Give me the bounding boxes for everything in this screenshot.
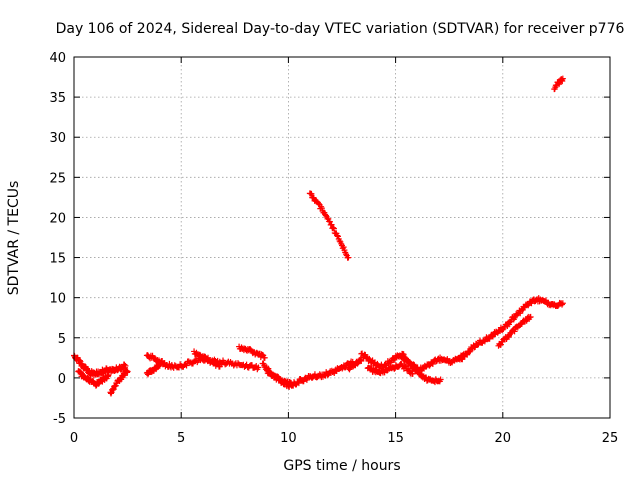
data-point-marker — [345, 254, 352, 261]
x-tick-label: 0 — [70, 431, 78, 446]
data-point-marker — [124, 368, 131, 375]
axis-ticks — [73, 56, 611, 419]
data-point-marker — [374, 360, 381, 367]
data-point-marker — [559, 75, 566, 82]
series-sat-i — [263, 367, 296, 389]
y-axis-title: SDTVAR / TECUs — [6, 181, 22, 296]
y-tick-label: -5 — [53, 412, 66, 427]
data-point-marker — [410, 362, 417, 369]
series-sat-b — [75, 367, 112, 389]
y-tick-label: 5 — [58, 332, 66, 347]
data-point-marker — [183, 362, 190, 369]
data-point-marker — [334, 232, 341, 239]
y-tick-label: 15 — [49, 252, 66, 267]
data-point-marker — [328, 221, 335, 228]
data-point-marker — [261, 354, 268, 361]
x-tick-labels: 0 5 10 15 20 25 — [70, 431, 618, 446]
grid-lines — [74, 57, 610, 418]
data-point-marker — [411, 364, 418, 371]
series-sat-f — [191, 348, 223, 370]
x-tick-label: 20 — [495, 431, 512, 446]
data-point-marker — [400, 351, 407, 358]
series-sat-c — [107, 367, 131, 397]
y-tick-label: 0 — [58, 372, 66, 387]
data-point-marker — [105, 372, 112, 379]
data-point-marker — [122, 362, 129, 369]
x-tick-label: 15 — [387, 431, 404, 446]
data-point-marker — [156, 362, 163, 369]
data-point-marker — [559, 301, 566, 308]
y-tick-label: 25 — [49, 171, 66, 186]
data-point-marker — [459, 356, 466, 363]
data-point-marker — [289, 382, 296, 389]
series-sat-n — [399, 350, 444, 386]
data-point-marker — [308, 190, 315, 197]
data-point-marker — [511, 328, 518, 335]
series-sat-j — [306, 190, 352, 261]
x-tick-label: 5 — [177, 431, 185, 446]
plot-frame — [73, 56, 611, 419]
data-point-marker — [437, 376, 444, 383]
data-point-marker — [340, 244, 347, 251]
data-point-marker — [527, 313, 534, 320]
x-tick-label: 25 — [602, 431, 619, 446]
x-axis-title: GPS time / hours — [283, 458, 400, 474]
y-tick-label: 40 — [49, 51, 66, 66]
data-point-marker — [559, 300, 566, 307]
data-point-marker — [466, 348, 473, 355]
series-sat-a — [71, 352, 129, 379]
data-point-marker — [429, 361, 436, 368]
series-sat-m — [364, 361, 416, 377]
y-tick-labels: -5 0 5 10 15 20 25 30 35 40 — [49, 51, 66, 427]
data-points — [71, 75, 566, 397]
series-sat-q — [551, 75, 566, 93]
data-point-marker — [409, 370, 416, 377]
x-tick-label: 10 — [280, 431, 297, 446]
data-point-marker — [343, 251, 350, 258]
data-point-marker — [318, 205, 325, 212]
y-tick-label: 20 — [49, 211, 66, 226]
series-sat-k — [345, 356, 365, 373]
series-sat-e — [143, 361, 163, 378]
y-tick-label: 35 — [49, 91, 66, 106]
data-point-marker — [255, 364, 262, 371]
series-sat-o — [456, 295, 566, 363]
data-point-marker — [216, 363, 223, 370]
chart-title: Day 106 of 2024, Sidereal Day-to-day VTE… — [56, 21, 625, 37]
series-sat-g — [236, 343, 268, 361]
data-point-marker — [334, 233, 341, 240]
y-tick-label: 30 — [49, 131, 66, 146]
data-point-marker — [330, 224, 337, 231]
y-tick-label: 10 — [49, 292, 66, 307]
data-point-marker — [358, 358, 365, 365]
data-point-marker — [330, 225, 337, 232]
data-point-marker — [366, 355, 373, 362]
series-sat-p — [495, 313, 534, 349]
